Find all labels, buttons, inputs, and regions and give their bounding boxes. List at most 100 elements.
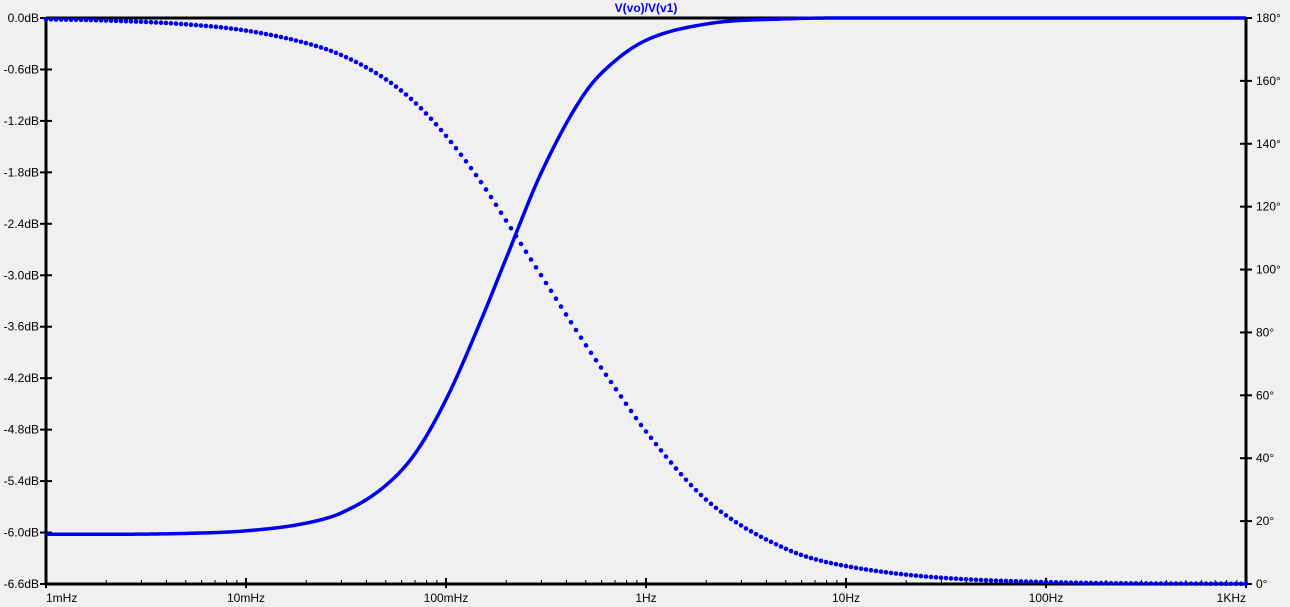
phase-point [328,48,334,54]
phase-point [73,17,79,23]
phase-point [938,575,944,581]
phase-point [1048,579,1054,585]
y-left-tick-label: -2.4dB [4,217,39,231]
phase-point [483,187,489,192]
phase-point [358,62,364,67]
phase-point [98,18,104,23]
phase-point [1238,581,1244,587]
phase-point [653,441,659,447]
phase-point [1103,580,1109,586]
phase-point [1218,581,1224,587]
phase-point [283,35,289,41]
phase-point [993,578,999,583]
y-right-tick-label: 60° [1256,388,1274,402]
phase-point [808,555,814,561]
phase-point [43,16,49,22]
phase-point [818,558,824,564]
phase-point [1148,581,1154,586]
phase-point [798,552,804,558]
phase-point [598,365,604,370]
phase-point [738,523,744,528]
chart-title: V(vo)/V(v1) [615,1,678,15]
phase-point [1158,581,1164,586]
phase-point [1173,581,1179,586]
phase-point [363,64,369,70]
phase-point [418,106,424,111]
phase-point [943,575,949,581]
phase-point [838,562,844,568]
phase-point [538,272,544,278]
phase-point [1198,581,1204,586]
phase-point [323,46,329,52]
phase-point [828,560,834,566]
phase-point [1033,579,1039,585]
phase-point [243,28,249,33]
phase-point [378,73,384,79]
y-right-tick-label: 20° [1256,514,1274,528]
phase-point [638,422,644,428]
phase-point [793,550,799,556]
phase-point [1003,578,1009,584]
phase-point [478,179,484,185]
phase-point [78,17,84,23]
phase-point [1038,579,1044,585]
phase-point [613,386,619,392]
y-right-tick-label: 40° [1256,451,1274,465]
phase-point [1188,581,1194,586]
phase-point [273,33,279,39]
phase-point [673,466,679,471]
phase-point [238,27,244,33]
phase-point [118,18,124,24]
phase-point [1078,580,1084,586]
phase-point [158,20,164,26]
phase-point [863,567,869,572]
phase-point [978,577,984,583]
plot-area [46,18,1246,584]
phase-point [603,372,609,378]
phase-point [383,77,389,82]
phase-point [1088,580,1094,586]
phase-point [1108,580,1114,586]
phase-point [983,577,989,583]
phase-point [1143,581,1149,586]
phase-point [648,435,654,441]
phase-point [48,17,54,22]
phase-point [1028,579,1034,585]
phase-point [573,327,579,333]
phase-point [208,24,214,29]
phase-point [883,569,889,575]
phase-point [178,21,184,27]
phase-point [493,202,499,208]
phase-point [953,576,959,582]
phase-point [308,42,314,47]
x-tick-label: 10Hz [832,591,860,605]
phase-point [893,571,899,576]
phase-point [833,561,839,567]
phase-point [588,350,594,356]
phase-point [583,343,589,348]
phase-point [468,165,474,171]
phase-point [1073,580,1079,586]
y-right-tick-label: 180° [1256,11,1281,25]
phase-point [1168,581,1174,586]
x-tick-label: 10mHz [227,591,265,605]
phase-point [1213,581,1219,586]
x-tick-label: 1mHz [46,591,77,605]
phase-point [568,319,574,325]
phase-point [723,513,729,518]
phase-point [458,152,464,158]
y-right-tick-label: 0° [1256,577,1268,591]
phase-point [633,415,639,421]
phase-point [628,408,634,414]
phase-point [753,531,759,537]
phase-point [1133,581,1139,586]
y-left-tick-label: -6.6dB [4,577,39,591]
phase-point [698,492,704,498]
phase-point [413,101,419,106]
phase-point [1008,578,1014,584]
phase-point [783,546,789,552]
y-right-tick-label: 100° [1256,263,1281,277]
phase-point [518,241,524,247]
phase-point [408,96,414,102]
phase-point [313,43,319,49]
